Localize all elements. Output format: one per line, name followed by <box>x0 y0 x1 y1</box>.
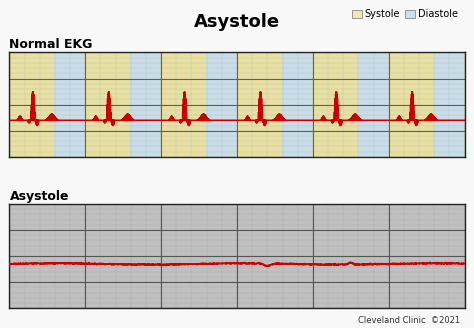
Text: Asystole: Asystole <box>194 13 280 31</box>
Legend: Systole, Diastole: Systole, Diastole <box>350 7 460 21</box>
Bar <box>161 52 205 157</box>
Bar <box>313 52 357 157</box>
Bar <box>389 52 433 157</box>
Text: Cleveland Clinic  ©2021: Cleveland Clinic ©2021 <box>358 316 460 325</box>
Bar <box>85 52 129 157</box>
Text: Normal EKG: Normal EKG <box>9 38 93 51</box>
Bar <box>237 52 281 157</box>
Bar <box>9 52 54 157</box>
Text: Asystole: Asystole <box>9 190 69 203</box>
